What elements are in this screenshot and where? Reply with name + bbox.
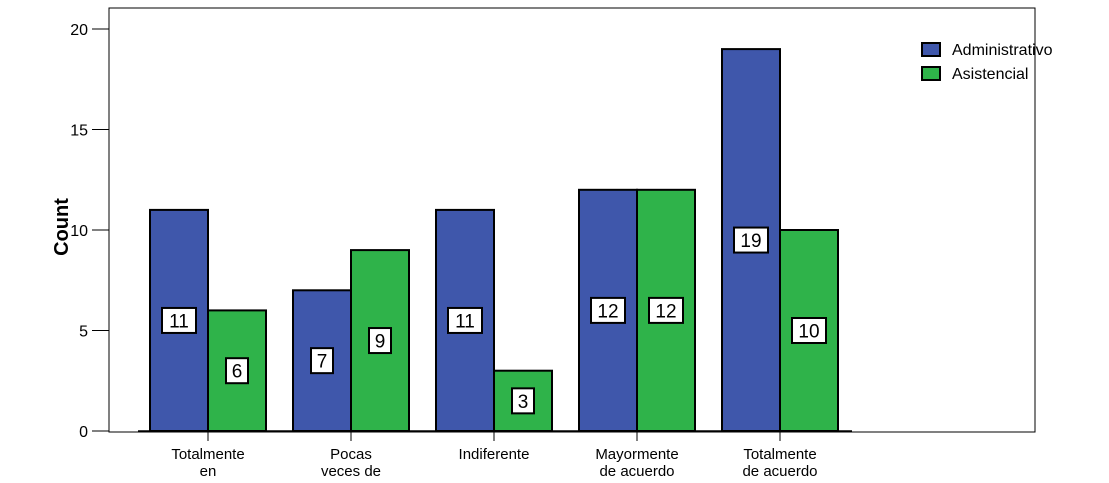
- data-label: 12: [655, 301, 676, 322]
- x-tick-label: Indiferente: [459, 446, 530, 463]
- y-tick-label: 20: [70, 22, 88, 39]
- y-tick-label: 0: [79, 424, 88, 441]
- data-label: 3: [518, 392, 529, 413]
- x-tick-label: Totalmente: [171, 446, 244, 463]
- legend-label: Asistencial: [952, 66, 1028, 83]
- data-label: 11: [455, 311, 475, 332]
- legend-label: Administrativo: [952, 42, 1053, 59]
- x-tick-label: Mayormente: [595, 446, 678, 463]
- data-label: 11: [169, 311, 189, 332]
- x-tick-label: de acuerdo: [742, 463, 817, 480]
- legend: Administrativo Asistencial: [922, 42, 1053, 83]
- legend-swatch: [922, 67, 940, 80]
- y-axis-label: Count: [51, 198, 73, 256]
- x-tick-label: de acuerdo: [599, 463, 674, 480]
- y-tick-label: 5: [79, 324, 88, 341]
- data-label: 10: [798, 322, 819, 343]
- y-tick-label: 15: [70, 123, 88, 140]
- data-label: 7: [317, 352, 328, 373]
- x-tick-label: Pocas: [330, 446, 372, 463]
- x-tick-label: veces de: [321, 463, 381, 480]
- data-label: 6: [232, 362, 243, 383]
- data-label: 12: [597, 301, 618, 322]
- data-label: 19: [740, 231, 761, 252]
- x-tick-label: Totalmente: [743, 446, 816, 463]
- data-label: 9: [375, 332, 386, 353]
- legend-swatch: [922, 43, 940, 56]
- x-tick-label: en: [200, 463, 217, 480]
